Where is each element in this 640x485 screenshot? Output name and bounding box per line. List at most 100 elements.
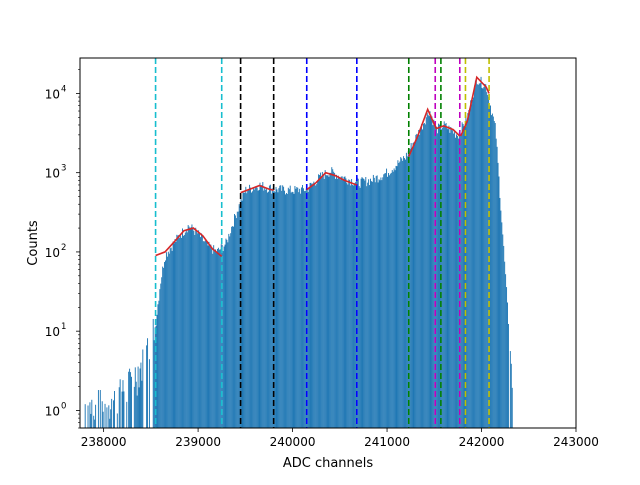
- histogram-bar: [214, 249, 216, 428]
- histogram-bar: [418, 129, 420, 429]
- histogram-bar: [442, 126, 444, 428]
- histogram-bar: [475, 78, 477, 429]
- histogram-bar: [500, 210, 502, 428]
- histogram-bar: [345, 178, 347, 428]
- histogram-bar: [382, 177, 384, 428]
- histogram-bar: [302, 188, 304, 428]
- histogram-bar: [224, 244, 226, 428]
- histogram-bar: [447, 129, 449, 429]
- histogram-bar: [403, 156, 405, 428]
- histogram-bar: [457, 138, 459, 428]
- histogram-bar: [264, 187, 266, 428]
- histogram-bar: [360, 178, 362, 428]
- histogram-bar: [316, 184, 318, 428]
- histogram-bar: [289, 185, 291, 428]
- histogram-bar: [237, 211, 239, 428]
- histogram-bar: [402, 160, 404, 428]
- histogram-bar: [350, 185, 352, 428]
- histogram-bar: [203, 241, 205, 428]
- histogram-bar: [169, 248, 171, 428]
- histogram-bar: [422, 129, 423, 428]
- histogram-bar: [376, 175, 378, 428]
- y-tick-exponent: 4: [61, 84, 66, 94]
- histogram-bar: [473, 85, 475, 428]
- histogram-bar: [128, 371, 130, 428]
- histogram-bar: [267, 192, 268, 428]
- y-tick-label: 10: [45, 325, 60, 339]
- histogram-bar: [126, 401, 128, 428]
- histogram-bar: [300, 193, 302, 428]
- histogram-bar: [213, 245, 215, 428]
- histogram-bar: [417, 137, 419, 429]
- histogram-bar: [342, 180, 344, 428]
- histogram-bar: [268, 185, 270, 428]
- y-tick-exponent: 2: [61, 243, 66, 253]
- histogram-bar: [227, 242, 229, 428]
- histogram-bar: [428, 116, 430, 429]
- histogram-bar: [462, 123, 464, 429]
- histogram-bar: [251, 192, 252, 428]
- x-tick-label: 241000: [364, 435, 410, 449]
- histogram-bar: [461, 122, 463, 428]
- histogram-bar: [246, 193, 248, 428]
- histogram-bar: [386, 168, 388, 429]
- histogram-bar: [233, 226, 234, 428]
- histogram-bar: [406, 156, 408, 428]
- histogram-bar: [332, 169, 334, 429]
- histogram-bar: [450, 126, 452, 429]
- histogram-bar: [315, 185, 317, 428]
- histogram-bar: [229, 236, 231, 428]
- histogram-bar: [89, 402, 91, 428]
- histogram-bar: [165, 252, 167, 428]
- histogram-bar: [101, 401, 103, 428]
- histogram-bar: [263, 190, 265, 428]
- histogram-bar: [395, 165, 397, 428]
- histogram-bar: [279, 185, 281, 428]
- y-tick-label: 10: [45, 87, 60, 101]
- histogram-bar: [497, 162, 499, 428]
- histogram-bar: [189, 228, 191, 428]
- histogram-bar: [182, 228, 183, 428]
- histogram-bar: [334, 172, 336, 428]
- y-tick-label: 10: [45, 167, 60, 181]
- histogram-bar: [284, 190, 286, 428]
- histogram-bar: [366, 186, 368, 428]
- histogram-bar: [393, 168, 395, 428]
- histogram-bar: [476, 84, 478, 428]
- histogram-bar: [396, 166, 398, 428]
- histogram-bar: [148, 359, 150, 428]
- histogram-bar: [505, 274, 507, 428]
- histogram-bar: [216, 252, 217, 428]
- histogram-bar: [347, 184, 349, 428]
- histogram-bar: [304, 190, 306, 428]
- histogram-bar: [426, 112, 428, 428]
- histogram-bar: [388, 175, 390, 428]
- histogram-bar: [93, 415, 95, 428]
- histogram-bar: [414, 142, 416, 428]
- histogram-bar: [139, 368, 141, 428]
- histogram-bar: [287, 187, 289, 428]
- histogram-bar: [407, 150, 409, 428]
- histogram-bar: [433, 119, 435, 428]
- histogram-bar: [480, 76, 482, 428]
- histogram-bar: [327, 175, 329, 428]
- histogram-bar: [494, 123, 496, 429]
- histogram-bar: [291, 191, 293, 428]
- histogram-bar: [297, 187, 299, 428]
- histogram-bar: [319, 172, 321, 428]
- histogram-bar: [146, 345, 148, 428]
- histogram-bar: [318, 174, 320, 428]
- histogram-bar: [344, 176, 346, 428]
- x-tick-label: 243000: [553, 435, 599, 449]
- histogram-bar: [465, 115, 467, 428]
- histogram-bar: [254, 187, 256, 428]
- histogram-bar: [220, 244, 222, 428]
- histogram-bar: [181, 237, 183, 428]
- histogram-bar: [499, 197, 501, 428]
- fit-curve: [240, 184, 274, 194]
- histogram-bar: [437, 133, 439, 429]
- histogram-bar: [405, 159, 406, 428]
- histogram-bar: [330, 172, 332, 428]
- histogram-bar: [247, 191, 249, 428]
